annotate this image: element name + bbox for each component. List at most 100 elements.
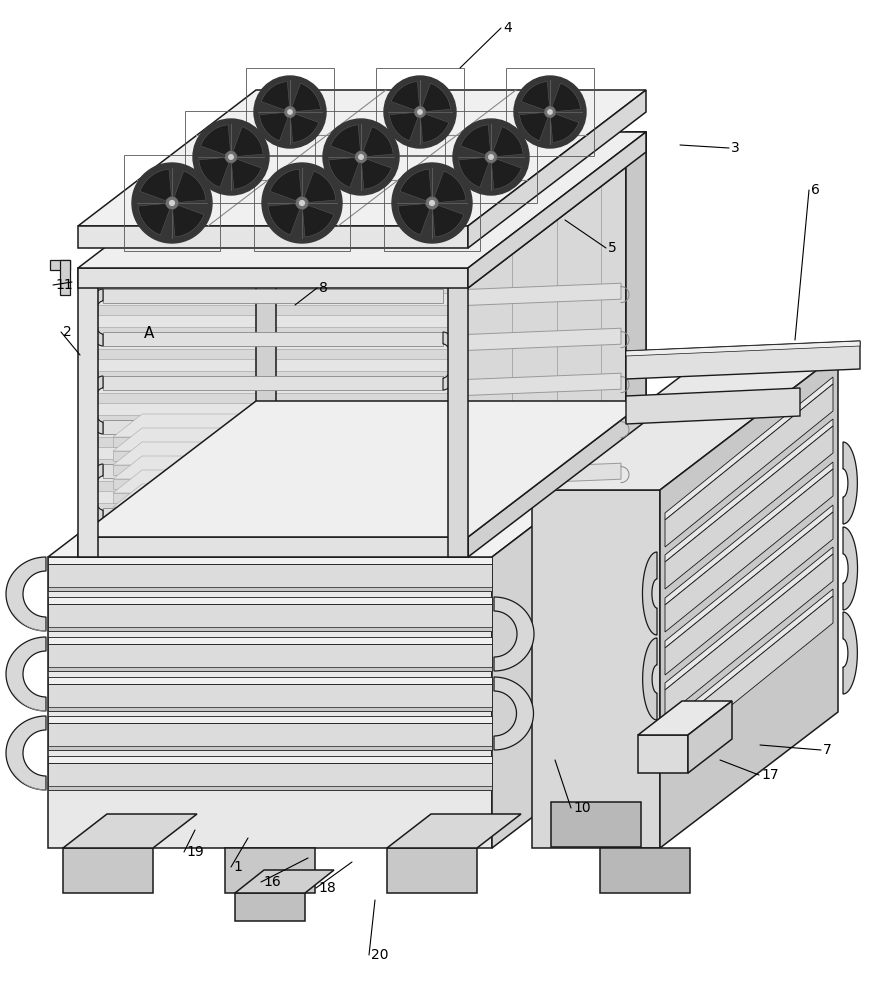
Circle shape [545,107,555,117]
Polygon shape [48,667,492,671]
Polygon shape [78,132,646,268]
Circle shape [166,197,178,209]
Polygon shape [453,463,621,486]
Polygon shape [519,113,548,141]
Polygon shape [48,644,492,671]
Polygon shape [398,204,429,235]
Polygon shape [98,272,448,553]
Polygon shape [78,226,468,248]
Polygon shape [626,341,860,379]
Polygon shape [98,371,448,381]
Text: 17: 17 [761,768,779,782]
Polygon shape [304,171,336,202]
Polygon shape [63,848,153,893]
Polygon shape [48,597,492,604]
Polygon shape [453,283,621,306]
Polygon shape [232,159,261,189]
Circle shape [288,110,292,114]
Circle shape [170,201,174,205]
Text: 7: 7 [823,743,832,757]
Polygon shape [551,802,641,847]
Polygon shape [494,597,534,671]
Polygon shape [113,484,462,507]
Polygon shape [98,437,448,447]
Polygon shape [63,814,197,848]
Polygon shape [448,132,626,557]
Polygon shape [48,564,492,591]
Polygon shape [48,637,492,644]
Polygon shape [843,527,858,610]
Polygon shape [268,204,299,235]
Polygon shape [78,537,468,557]
Polygon shape [225,848,315,893]
Polygon shape [6,557,46,631]
Polygon shape [453,328,621,351]
Polygon shape [113,535,433,545]
Polygon shape [364,127,393,156]
Polygon shape [521,82,550,110]
Circle shape [300,201,304,205]
Polygon shape [48,723,492,750]
Polygon shape [103,289,443,303]
Polygon shape [103,332,443,346]
Polygon shape [552,83,581,111]
Polygon shape [48,707,492,711]
Polygon shape [468,401,646,557]
Polygon shape [78,90,646,226]
Polygon shape [422,83,450,111]
Polygon shape [235,870,334,893]
Text: 3: 3 [731,141,740,155]
Polygon shape [638,735,688,773]
Text: 2: 2 [63,325,72,339]
Polygon shape [453,418,621,441]
Polygon shape [665,462,833,605]
Polygon shape [235,893,305,921]
Polygon shape [48,786,492,790]
Circle shape [514,76,586,148]
Polygon shape [48,684,492,711]
Polygon shape [113,498,462,521]
Circle shape [228,155,234,159]
Polygon shape [458,158,489,187]
Polygon shape [688,701,732,773]
Polygon shape [98,459,448,469]
Circle shape [392,163,472,243]
Circle shape [296,197,308,209]
Polygon shape [665,469,833,632]
Polygon shape [600,848,690,893]
Polygon shape [103,508,443,522]
Polygon shape [98,349,448,359]
Polygon shape [638,701,732,735]
Polygon shape [665,512,833,675]
Polygon shape [665,589,833,732]
Polygon shape [448,268,468,557]
Polygon shape [48,677,492,684]
Circle shape [415,107,425,117]
Text: 1: 1 [233,860,242,874]
Polygon shape [492,421,670,848]
Polygon shape [389,113,418,141]
Polygon shape [48,763,492,790]
Polygon shape [88,289,103,346]
Text: 18: 18 [318,881,335,895]
Polygon shape [329,158,358,187]
Polygon shape [113,442,462,465]
Circle shape [486,152,496,162]
Polygon shape [468,90,646,248]
Polygon shape [303,205,334,237]
Polygon shape [290,114,319,142]
Polygon shape [665,547,833,690]
Polygon shape [174,171,206,202]
Circle shape [226,152,236,162]
Polygon shape [532,354,838,490]
Polygon shape [665,596,833,759]
Circle shape [489,155,493,159]
Polygon shape [88,464,103,522]
Polygon shape [435,171,466,202]
Polygon shape [98,305,448,315]
Polygon shape [113,414,462,437]
Polygon shape [362,159,391,189]
Polygon shape [626,388,800,424]
Polygon shape [201,125,230,155]
Polygon shape [234,127,263,156]
